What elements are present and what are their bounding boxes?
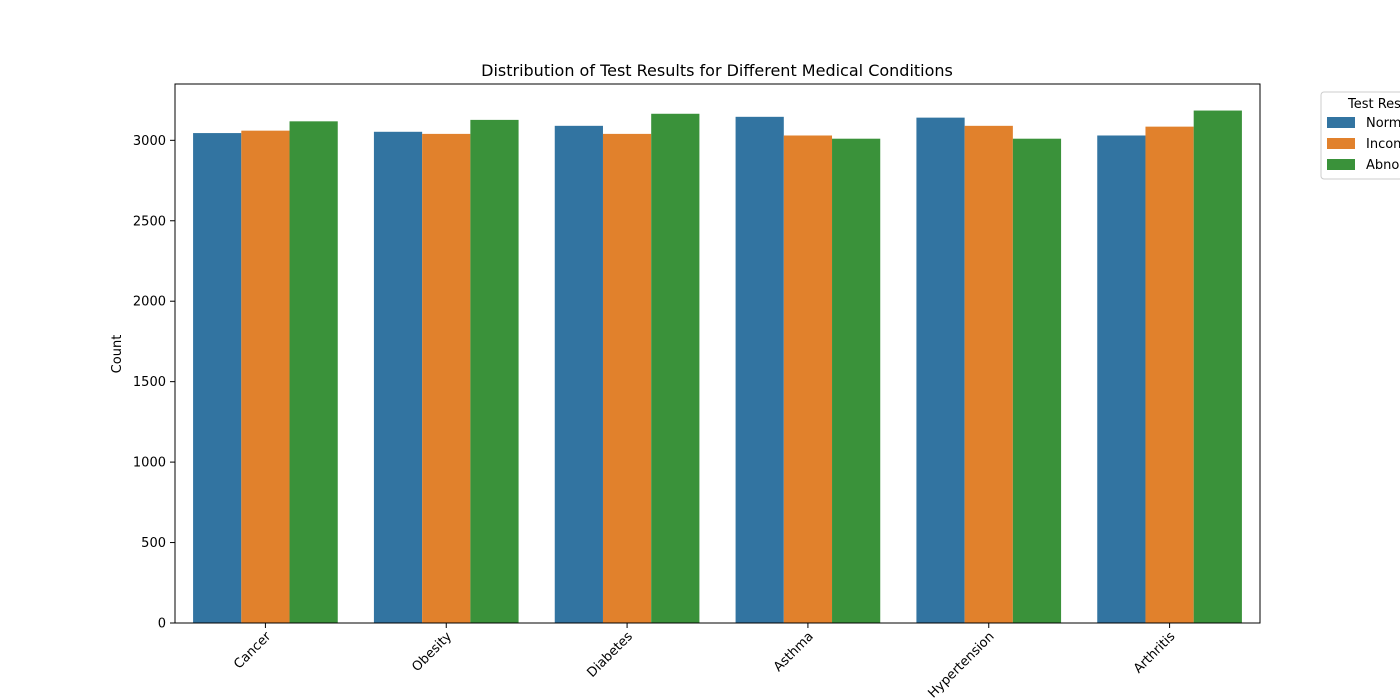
legend-box bbox=[1320, 91, 1400, 180]
legend-label-inconclusive: Inconclusive bbox=[1366, 137, 1400, 152]
bar-cancer-inconclusive bbox=[241, 130, 290, 623]
plot-frame bbox=[174, 83, 1261, 624]
bar-arthritis-normal bbox=[1097, 135, 1146, 624]
y-tick-label: 1000 bbox=[133, 456, 166, 471]
x-tick-label-asthma: Asthma bbox=[771, 629, 817, 675]
x-tick-label-hypertension: Hypertension bbox=[925, 629, 997, 700]
bar-obesity-normal bbox=[373, 131, 423, 624]
bar-diabetes-inconclusive bbox=[602, 133, 652, 623]
chart-title: Distribution of Test Results for Differe… bbox=[481, 61, 953, 80]
bar-diabetes-normal bbox=[554, 125, 603, 623]
y-axis: 0 500 1000 1500 2000 2500 3000 bbox=[133, 134, 175, 632]
y-axis-title: Count bbox=[110, 335, 125, 374]
y-tick-label: 500 bbox=[141, 536, 166, 551]
bar-arthritis-inconclusive bbox=[1145, 126, 1194, 623]
legend: Test Results Normal Inconclusive Abnormal bbox=[1320, 91, 1400, 180]
bar-diabetes-abnormal bbox=[651, 113, 700, 624]
bar-asthma-inconclusive bbox=[783, 135, 833, 624]
bar-arthritis-abnormal bbox=[1193, 110, 1242, 624]
bar-cancer-abnormal bbox=[289, 121, 338, 623]
x-tick-label-obesity: Obesity bbox=[409, 629, 455, 675]
bar-hypertension-inconclusive bbox=[964, 125, 1013, 623]
y-tick-label: 0 bbox=[158, 617, 166, 632]
legend-label-abnormal: Abnormal bbox=[1366, 158, 1400, 173]
bar-obesity-abnormal bbox=[470, 119, 519, 623]
y-tick-label: 2500 bbox=[133, 214, 166, 229]
x-tick-label-arthritis: Arthritis bbox=[1131, 629, 1179, 677]
y-tick-label: 3000 bbox=[133, 134, 166, 149]
x-tick-label-cancer: Cancer bbox=[231, 629, 274, 672]
legend-swatch-normal bbox=[1327, 117, 1355, 128]
y-tick-label: 2000 bbox=[133, 295, 166, 310]
bar-hypertension-abnormal bbox=[1012, 138, 1062, 623]
x-tick-label-diabetes: Diabetes bbox=[584, 629, 636, 681]
bar-hypertension-normal bbox=[916, 117, 965, 623]
bar-cancer-normal bbox=[193, 133, 242, 623]
legend-title: Test Results bbox=[1347, 97, 1400, 112]
bar-obesity-inconclusive bbox=[422, 133, 471, 623]
bar-asthma-abnormal bbox=[832, 138, 881, 623]
legend-swatch-inconclusive bbox=[1327, 138, 1355, 149]
legend-label-normal: Normal bbox=[1366, 116, 1400, 131]
y-tick-label: 1500 bbox=[133, 375, 166, 390]
x-axis: Cancer Obesity Diabetes Asthma Hypertension A… bbox=[231, 623, 1179, 700]
bar-asthma-normal bbox=[735, 116, 784, 623]
bars bbox=[193, 110, 1242, 624]
legend-swatch-abnormal bbox=[1327, 159, 1355, 170]
